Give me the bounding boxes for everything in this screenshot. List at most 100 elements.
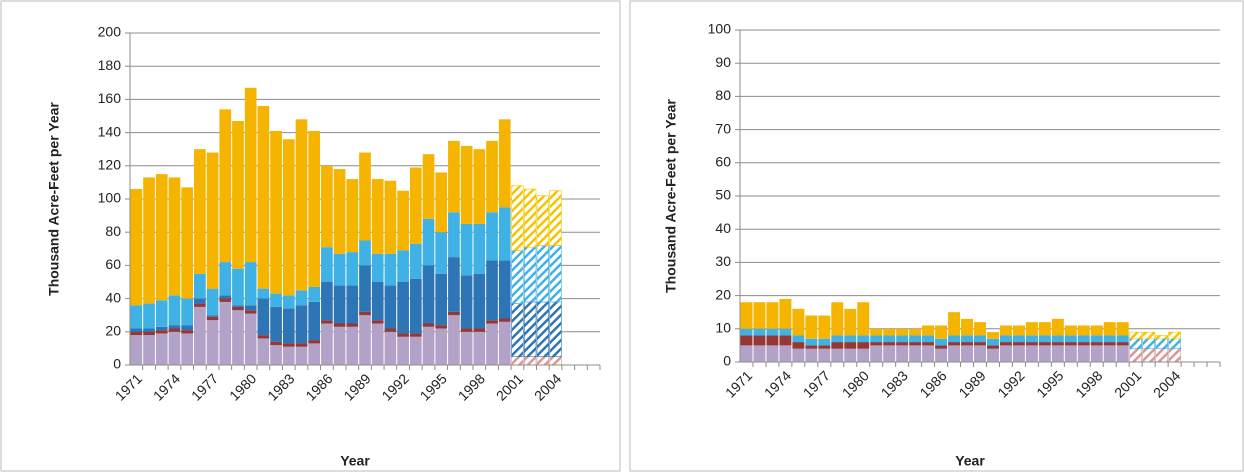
bar-segment — [486, 212, 498, 261]
bar-segment — [384, 253, 397, 286]
bar-segment — [308, 301, 321, 341]
bar-segment — [1064, 325, 1077, 336]
bar-segment — [498, 119, 511, 208]
bar-segment — [1155, 338, 1168, 350]
bar-segment — [130, 328, 143, 332]
bar-segment — [792, 335, 805, 343]
y-tick-label: 180 — [98, 57, 122, 73]
bar-segment — [143, 303, 155, 329]
bar-segment — [549, 245, 562, 303]
bar-segment — [1168, 348, 1181, 363]
bar-segment — [935, 325, 948, 339]
bar-segment — [870, 342, 883, 346]
bar-segment — [948, 335, 961, 343]
y-axis-title: Thousand Acre-Feet per Year — [46, 102, 62, 296]
y-tick-label: 200 — [98, 24, 122, 40]
bar-segment — [168, 328, 181, 332]
bar-segment — [961, 345, 974, 362]
bar-segment — [181, 298, 194, 326]
bar-segment — [779, 328, 792, 336]
bar-segment — [498, 260, 511, 319]
bar-segment — [779, 345, 792, 362]
bar-segment — [831, 335, 844, 343]
bar-segment — [536, 195, 549, 246]
y-tick-label: 40 — [105, 289, 121, 305]
bar-segment — [473, 328, 486, 332]
bar-segment — [1051, 318, 1064, 336]
bar-segment — [359, 315, 371, 365]
bar-segment — [219, 262, 232, 296]
bar-segment — [498, 318, 511, 322]
bar-segment — [805, 338, 818, 346]
bar-segment — [409, 336, 422, 365]
bar-segment — [805, 348, 818, 362]
y-tick-label: 60 — [715, 154, 731, 170]
bar-segment — [1077, 325, 1090, 336]
bar-segment — [805, 315, 818, 339]
bar-segment — [883, 342, 896, 346]
x-axis-title: Year — [955, 453, 985, 469]
bar-segment — [232, 120, 244, 269]
bar-segment — [549, 301, 562, 358]
bar-segment — [1064, 345, 1077, 362]
bar-segment — [282, 346, 295, 365]
bar-segment — [1090, 325, 1103, 336]
bar-segment — [232, 306, 244, 311]
bar-segment — [753, 335, 766, 346]
bar-segment — [270, 341, 282, 346]
bar-segment — [766, 302, 779, 329]
bar-segment — [1012, 335, 1025, 343]
bar-segment — [270, 345, 282, 365]
bar-segment — [1168, 331, 1181, 340]
bar-segment — [295, 119, 308, 291]
bar-segment — [168, 331, 181, 365]
bar-segment — [1051, 345, 1064, 362]
bar-segment — [740, 335, 753, 346]
bar-segment — [384, 285, 397, 329]
bar-segment — [397, 190, 409, 251]
bar-segment — [397, 336, 409, 365]
bar-segment — [448, 311, 460, 316]
bar-segment — [844, 342, 857, 349]
bar-segment — [1025, 342, 1038, 346]
bar-segment — [844, 348, 857, 362]
bar-segment — [244, 262, 257, 306]
bar-segment — [321, 247, 333, 282]
bar-segment — [282, 295, 295, 309]
bar-segment — [397, 282, 409, 334]
bar-segment — [1090, 335, 1103, 343]
bar-segment — [168, 295, 181, 326]
bar-segment — [999, 345, 1012, 362]
bar-segment — [435, 328, 448, 365]
bar-segment — [295, 346, 308, 365]
bar-segment — [346, 252, 359, 286]
y-tick-label: 100 — [98, 190, 122, 206]
bar-segment — [857, 348, 870, 362]
bar-segment — [1064, 335, 1077, 343]
bar-segment — [206, 315, 219, 317]
bar-segment — [232, 268, 244, 306]
bar-segment — [1051, 342, 1064, 346]
y-tick-label: 100 — [708, 21, 732, 37]
bar-segment — [536, 356, 549, 366]
bar-segment — [194, 303, 206, 307]
bar-segment — [282, 139, 295, 296]
panel-right — [629, 0, 1244, 472]
bar-segment — [948, 345, 961, 362]
bar-segment — [1129, 338, 1142, 350]
bar-segment — [753, 345, 766, 362]
bar-segment — [909, 335, 922, 343]
bar-segment — [244, 310, 257, 314]
bar-segment — [935, 345, 948, 349]
bar-segment — [371, 253, 384, 282]
bar-segment — [498, 207, 511, 261]
bar-segment — [844, 335, 857, 343]
bar-segment — [766, 345, 779, 362]
bar-segment — [371, 282, 384, 321]
bar-segment — [896, 328, 909, 336]
bar-segment — [1103, 322, 1116, 336]
y-tick-label: 140 — [98, 123, 122, 139]
bar-segment — [143, 177, 155, 304]
bar-segment — [155, 333, 168, 365]
bar-segment — [143, 335, 155, 365]
